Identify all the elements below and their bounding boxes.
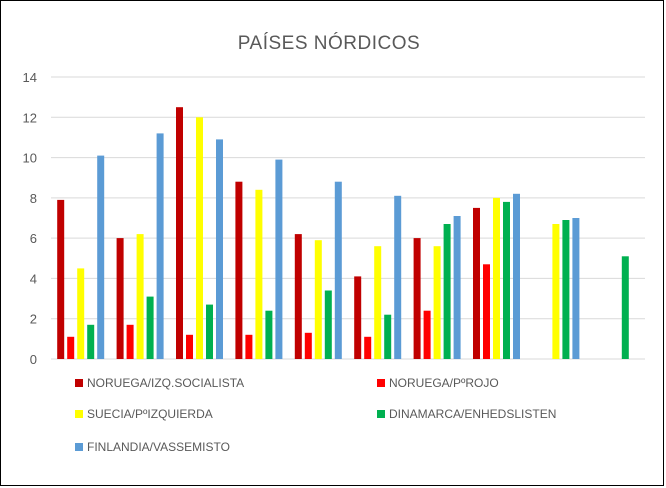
y-tick-label: 0: [30, 352, 37, 367]
bar: [364, 336, 372, 359]
legend-swatch: [75, 410, 83, 418]
bar: [493, 197, 500, 359]
legend-item: DINAMARCA/ENHEDSLISTEN: [377, 407, 556, 421]
bar: [443, 224, 451, 359]
bar: [87, 324, 95, 359]
y-tick-label: 8: [30, 191, 37, 206]
bar: [394, 195, 402, 359]
bar: [275, 159, 283, 359]
bar: [57, 199, 65, 359]
bar: [255, 189, 263, 359]
legend-item: FINLANDIA/VASSEMISTO: [75, 440, 230, 454]
legend-item: NORUEGA/PºROJO: [377, 376, 499, 390]
bar: [77, 268, 85, 359]
bar: [186, 334, 193, 359]
legend-label: NORUEGA/IZQ.SOCIALISTA: [87, 376, 244, 390]
bar: [413, 238, 421, 359]
bar: [126, 324, 134, 359]
bar: [116, 238, 124, 359]
bar: [304, 332, 312, 359]
bar: [97, 155, 105, 359]
legend-item: NORUEGA/IZQ.SOCIALISTA: [75, 376, 244, 390]
bar: [374, 246, 382, 359]
bar: [196, 117, 203, 359]
legend-swatch: [377, 410, 385, 418]
bar: [572, 218, 580, 359]
bar: [156, 133, 164, 359]
legend-label: SUECIA/PºIZQUIERDA: [87, 407, 213, 421]
bar: [67, 336, 75, 359]
bar: [621, 256, 629, 359]
y-tick-label: 2: [30, 312, 37, 327]
legend-label: FINLANDIA/VASSEMISTO: [87, 440, 230, 454]
y-tick-label: 12: [23, 110, 37, 125]
chart-title: PAÍSES NÓRDICOS: [238, 32, 420, 54]
y-tick-label: 6: [30, 231, 37, 246]
y-axis-ticks: 0 2 4 6 8 10 12 14: [23, 70, 37, 367]
legend: NORUEGA/IZQ.SOCIALISTA NORUEGA/PºROJO SUEC…: [75, 376, 556, 454]
bar: [433, 246, 441, 359]
bar: [136, 234, 144, 359]
bar: [473, 207, 480, 359]
bar: [552, 224, 560, 359]
legend-swatch: [75, 443, 83, 451]
bar: [216, 139, 223, 359]
bar: [483, 264, 490, 359]
bar: [334, 181, 342, 359]
bar: [176, 107, 183, 359]
bars: [57, 107, 629, 359]
legend-item: SUECIA/PºIZQUIERDA: [75, 407, 213, 421]
legend-label: DINAMARCA/ENHEDSLISTEN: [389, 407, 556, 421]
bar: [503, 201, 510, 359]
bar: [513, 193, 520, 359]
bar: [314, 240, 322, 359]
bar: [384, 314, 392, 359]
bar: [453, 216, 461, 359]
bar: [294, 234, 302, 359]
y-tick-label: 4: [30, 271, 37, 286]
bar: [206, 304, 213, 359]
y-tick-label: 14: [23, 70, 37, 85]
bar: [423, 310, 431, 359]
y-tick-label: 10: [23, 151, 37, 166]
bar: [245, 334, 253, 359]
bar: [146, 296, 154, 359]
bar: [324, 290, 332, 359]
bar: [562, 220, 570, 359]
bar: [354, 276, 362, 359]
legend-swatch: [75, 379, 83, 387]
legend-swatch: [377, 379, 385, 387]
bar: [265, 310, 273, 359]
bar: [235, 181, 243, 359]
legend-label: NORUEGA/PºROJO: [389, 376, 499, 390]
